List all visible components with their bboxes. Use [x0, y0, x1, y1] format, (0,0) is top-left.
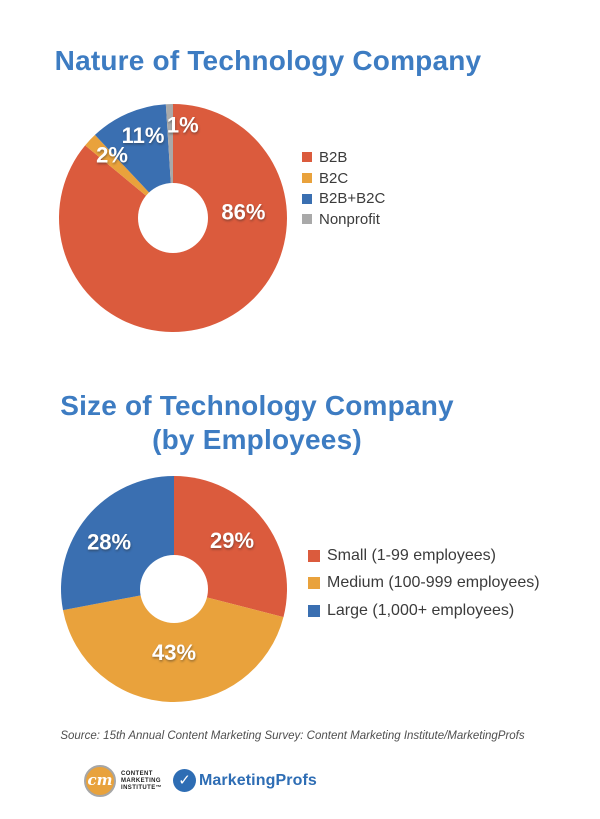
- legend-swatch-large-1-000-employees: [308, 604, 320, 617]
- slice-label-b2b: 86%: [221, 199, 265, 224]
- source-citation: Source: 15th Annual Content Marketing Su…: [60, 730, 525, 742]
- cmi-wordmark: CONTENT MARKETING INSTITUTE™: [121, 771, 162, 792]
- legend-label: B2B+B2C: [319, 190, 386, 208]
- legend-swatch-nonprofit: [302, 214, 312, 225]
- legend-item-small-1-99-employees: Small (1-99 employees): [308, 542, 540, 570]
- legend-swatch-medium-100-999-employees: [308, 577, 320, 590]
- slice-medium-100-999-employees: [63, 589, 284, 703]
- chart1-title: Nature of Technology Company: [54, 45, 482, 76]
- slice-label-medium-100-999-employees: 43%: [152, 640, 196, 665]
- chart2-title: Size of Technology Company (by Employees…: [0, 389, 514, 457]
- legend-label: Nonprofit: [319, 210, 380, 228]
- nature-of-company-donut-chart: 86% 2%11% 1%: [58, 103, 287, 332]
- donut-hole: [138, 183, 208, 253]
- legend-item-medium-100-999-employees: Medium (100-999 employees): [308, 570, 540, 598]
- legend-swatch-b2b: [302, 152, 312, 163]
- donut-hole: [140, 555, 208, 623]
- cmi-logo-icon: cm: [84, 765, 116, 797]
- slice-label-nonprofit: 1%: [167, 113, 199, 138]
- marketingprofs-wordmark: MarketingProfs: [199, 772, 317, 789]
- chart2-title-line2: (by Employees): [152, 424, 362, 455]
- chart2-legend: Small (1-99 employees) Medium (100-999 em…: [308, 542, 540, 625]
- slice-label-large-1-000-employees: 28%: [87, 529, 131, 554]
- cmi-wordmark-line1: CONTENT: [121, 770, 153, 777]
- legend-label: B2B: [319, 148, 348, 166]
- content-marketing-institute-logo: cm CONTENT MARKETING INSTITUTE™: [84, 765, 162, 797]
- legend-swatch-b2c: [302, 173, 312, 184]
- slice-label-b2c: 2%: [96, 142, 128, 167]
- legend-item-b2c: B2C: [302, 168, 385, 189]
- legend-label: Large (1,000+ employees): [327, 601, 515, 619]
- legend-item-b2b: B2B: [302, 147, 385, 168]
- legend-label: B2C: [319, 169, 349, 187]
- legend-swatch-small-1-99-employees: [308, 549, 320, 562]
- chart2-title-line1: Size of Technology Company: [60, 390, 454, 421]
- cmi-wordmark-line3: INSTITUTE™: [121, 784, 162, 791]
- cmi-wordmark-line2: MARKETING: [121, 777, 161, 784]
- legend-swatch-b2b-b2c: [302, 193, 312, 204]
- chart1-legend: B2B B2C B2B+B2C Nonprofit: [302, 147, 385, 230]
- company-size-donut-chart: 29% 43% 28%: [60, 476, 287, 703]
- check-glyph: ✓: [178, 772, 191, 789]
- marketingprofs-logo: ✓ MarketingProfs: [173, 769, 317, 792]
- slice-label-b2b-b2c: 11%: [122, 123, 165, 148]
- marketingprofs-check-icon: ✓: [173, 769, 196, 792]
- legend-item-nonprofit: Nonprofit: [302, 209, 385, 230]
- cmi-monogram: cm: [87, 770, 113, 789]
- legend-item-large-1-000-employees: Large (1,000+ employees): [308, 597, 540, 625]
- slice-label-small-1-99-employees: 29%: [210, 528, 254, 553]
- legend-label: Medium (100-999 employees): [327, 574, 540, 592]
- legend-item-b2b-b2c: B2B+B2C: [302, 188, 385, 209]
- legend-label: Small (1-99 employees): [327, 546, 496, 564]
